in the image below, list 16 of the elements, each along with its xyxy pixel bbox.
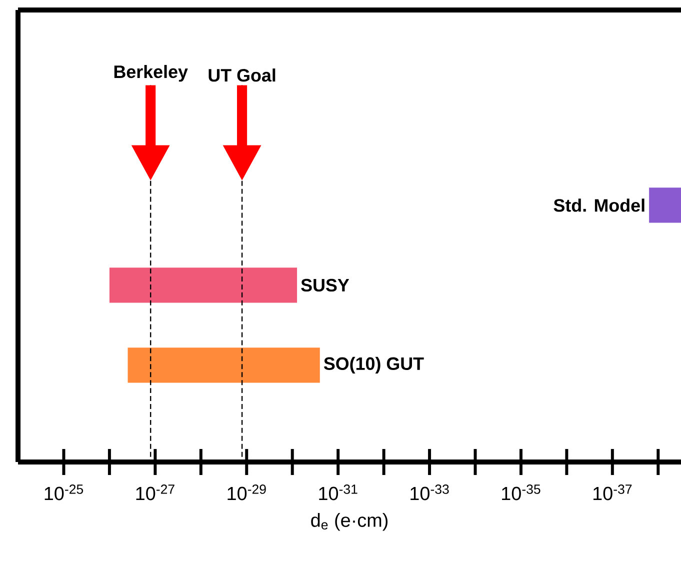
x-tick-label: 10$^{-33}$ — [410, 484, 449, 500]
ref-line-label: Berkeley — [114, 64, 188, 82]
x-tick-label: 10$^{-37}$ — [594, 484, 632, 500]
y-tick-label: Std. Model — [554, 198, 644, 212]
bar — [109, 268, 298, 303]
x-tick-label: 10$^{-31}$ — [319, 484, 358, 500]
x-tick-label: 10$^{-27}$ — [136, 484, 174, 500]
ref-line-label: UT Goal — [208, 68, 276, 82]
x-axis-title: d$_{e}$ (e·cm) — [311, 513, 388, 531]
bar — [649, 188, 681, 223]
bar — [128, 348, 320, 383]
x-tick-label: 10$^{-35}$ — [502, 484, 540, 500]
x-tick-label: 10$^{-25}$ — [44, 484, 84, 500]
y-tick-label: SUSY — [301, 278, 350, 292]
x-tick-label: 10$^{-29}$ — [228, 484, 266, 500]
y-tick-label: SO(10) GUT — [324, 356, 424, 374]
